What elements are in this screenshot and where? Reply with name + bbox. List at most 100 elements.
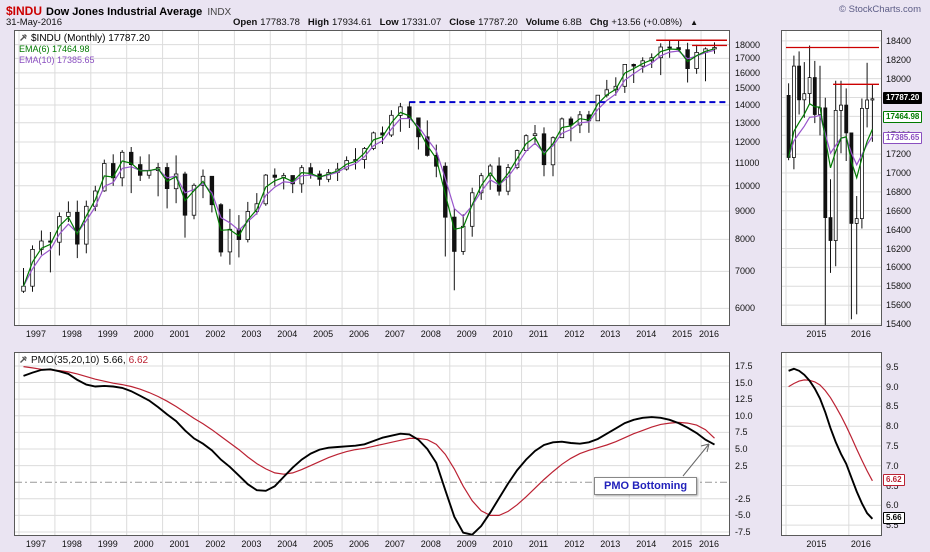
- pmo-line: [23, 368, 715, 535]
- annotation-lines: [409, 39, 727, 104]
- axis-tick-label: 9.0: [886, 381, 899, 392]
- price-inset-panel: [781, 30, 882, 326]
- price-y-axis: 18000 17000 16000 15000 14000 13000 12000 11000…: [733, 31, 779, 325]
- axis-year-label: 2016: [699, 329, 720, 339]
- callout-pointer-arrow: [682, 443, 710, 477]
- axis-year-label: 2003: [241, 539, 262, 549]
- ema6-line: [22, 48, 715, 287]
- axis-year-label: 1999: [97, 329, 118, 339]
- pmo-bottoming-callout: PMO Bottoming: [594, 477, 698, 495]
- axis-tick-label: 7000: [735, 266, 756, 277]
- axis-tick-label: 5.0: [735, 443, 748, 454]
- axis-tick-label: 8.5: [886, 401, 899, 412]
- axis-year-label: 2016: [699, 539, 720, 549]
- axis-year-label: 2014: [636, 329, 657, 339]
- axis-tick-label: 7.5: [886, 440, 899, 451]
- price-legend: $INDU (Monthly) 17787.20 EMA(6) 17464.98…: [19, 33, 150, 66]
- axis-year-label: 2000: [133, 539, 154, 549]
- axis-year-label: 2013: [600, 329, 621, 339]
- axis-year-label: 2016: [850, 329, 871, 339]
- signal-line: [23, 366, 715, 516]
- axis-year-label: 2002: [205, 539, 226, 549]
- axis-tick-label: 12.5: [735, 394, 753, 405]
- axis-year-label: 2016: [850, 539, 871, 549]
- candlesticks: [21, 40, 717, 293]
- axis-tick-label: 6.0: [886, 500, 899, 511]
- axis-tick-label: 15.0: [735, 377, 753, 388]
- axis-tick-label: -5.0: [735, 510, 751, 521]
- price-chart-svg: [15, 31, 729, 325]
- axis-tick-label: 16800: [886, 186, 912, 197]
- axis-year-label: 2004: [277, 539, 298, 549]
- axis-year-label: 2005: [313, 329, 334, 339]
- ema10-line: [788, 114, 873, 167]
- stockcharts-credit: © StockCharts.com: [839, 4, 921, 15]
- axis-year-label: 2015: [672, 539, 693, 549]
- axis-tick-label: -7.5: [735, 527, 751, 537]
- axis-year-label: 2008: [420, 539, 441, 549]
- axis-year-label: 2015: [806, 329, 827, 339]
- axis-tick-label: 8000: [735, 234, 756, 245]
- axis-tick-label: 16200: [886, 243, 912, 254]
- price-inset-y-axis: 1840018200180001780017600174001720017000…: [884, 31, 930, 329]
- pmo-inset-panel: [781, 352, 882, 536]
- last-price-tag: 17787.20: [883, 91, 923, 104]
- pmo-legend-label: PMO(35,20,10): [31, 355, 100, 366]
- axis-tick-label: 15400: [886, 319, 912, 330]
- axis-tick-label: 17000: [735, 53, 761, 64]
- symbol-name: Dow Jones Industrial Average: [46, 6, 203, 18]
- axis-tick-label: 15800: [886, 281, 912, 292]
- axis-year-label: 2009: [456, 329, 477, 339]
- close-value: 17787.20: [478, 17, 518, 28]
- axis-year-label: 2000: [133, 329, 154, 339]
- axis-year-label: 2005: [313, 539, 334, 549]
- price-legend-text: $INDU (Monthly) 17787.20: [31, 33, 150, 44]
- axis-year-label: 2014: [636, 539, 657, 549]
- axis-year-label: 2008: [420, 329, 441, 339]
- axis-year-label: 1998: [61, 329, 82, 339]
- price-chart-panel: [14, 30, 730, 326]
- pmo-inset-x-axis: 2015 2016: [781, 539, 882, 550]
- axis-year-label: 2006: [349, 329, 370, 339]
- candlesticks: [786, 45, 875, 325]
- volume-label: Volume: [525, 17, 560, 28]
- chg-up-arrow-icon: ▲: [690, 18, 699, 27]
- axis-year-label: 2011: [528, 539, 549, 549]
- axis-tick-label: 18200: [886, 54, 912, 65]
- axis-tick-label: 16000: [886, 262, 912, 273]
- axis-tick-label: 17200: [886, 149, 912, 160]
- price-legend-title: $INDU (Monthly) 17787.20: [19, 33, 150, 44]
- quote-summary: Open 17783.78 High 17934.61 Low 17331.07 Close…: [233, 17, 698, 28]
- axis-year-label: 2006: [349, 539, 370, 549]
- pmo-chart-panel: [14, 352, 730, 536]
- axis-tick-label: 9000: [735, 206, 756, 217]
- axis-year-label: 2013: [600, 539, 621, 549]
- grid-lines: [782, 353, 881, 535]
- axis-tick-label: 10.0: [735, 410, 753, 421]
- chart-date: 31-May-2016: [6, 17, 62, 28]
- axis-year-label: 2007: [384, 329, 405, 339]
- high-value: 17934.61: [332, 17, 372, 28]
- pmo-inset-svg: [782, 353, 881, 535]
- chg-label: Chg: [589, 17, 609, 28]
- axis-year-label: 2011: [528, 329, 549, 339]
- axis-year-label: 2012: [564, 329, 585, 339]
- open-label: Open: [233, 17, 258, 28]
- pmo-y-axis: 17.5 15.0 12.5 10.0 7.5 5.0 2.5 -2.5 -5.0 -7.5: [733, 353, 779, 537]
- axis-tick-label: 13000: [735, 117, 761, 128]
- axis-tick-label: 15000: [735, 83, 761, 94]
- axis-year-label: 1997: [25, 539, 46, 549]
- ema6-line: [788, 102, 873, 180]
- grid-lines: [782, 31, 881, 325]
- grid-lines: [15, 353, 729, 535]
- ema10-legend: EMA(10) 17385.65: [19, 55, 95, 65]
- axis-year-label: 2001: [169, 539, 190, 549]
- pmo-x-axis: 1997 1998 1999 2000 2001 2002 2003 2004 2005 2006…: [14, 539, 730, 550]
- ema6-value-tag: 17464.98: [883, 111, 923, 124]
- axis-tick-label: 17000: [886, 168, 912, 179]
- signal-line: [788, 379, 873, 482]
- axis-tick-label: -2.5: [735, 493, 751, 504]
- close-label: Close: [449, 17, 476, 28]
- axis-tick-label: 15600: [886, 300, 912, 311]
- axis-year-label: 2001: [169, 329, 190, 339]
